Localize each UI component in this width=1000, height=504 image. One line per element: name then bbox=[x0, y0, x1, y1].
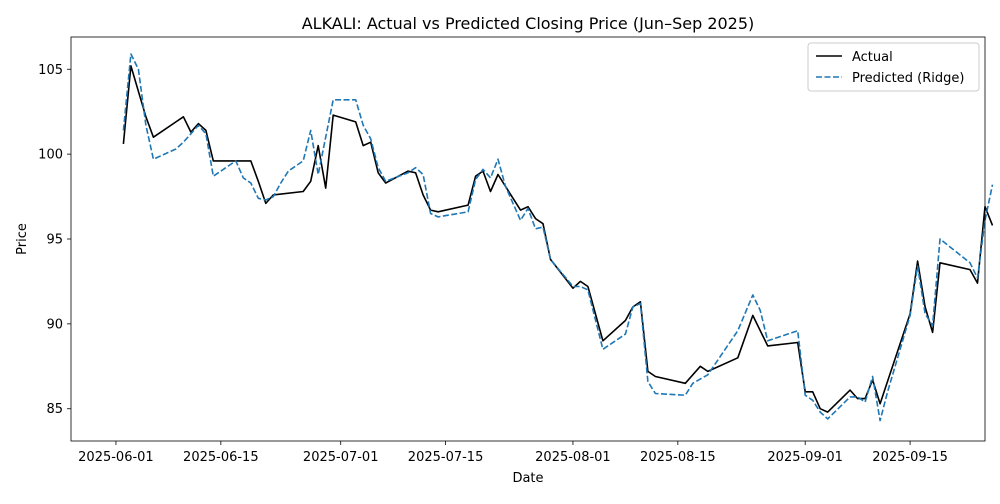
legend-box bbox=[807, 42, 980, 92]
y-tick-label: 90 bbox=[46, 317, 63, 332]
x-axis: 2025-06-01 2025-06-15 2025-07-01 2025-07-15… bbox=[78, 441, 948, 465]
chart-title: ALKALI: Actual vs Predicted Closing Pric… bbox=[302, 14, 755, 33]
y-axis: 85 90 95 100 105 bbox=[38, 63, 71, 417]
x-tick-label: 2025-07-15 bbox=[408, 450, 484, 465]
x-tick-label: 2025-08-01 bbox=[535, 450, 611, 465]
x-tick-label: 2025-07-01 bbox=[303, 450, 379, 465]
x-tick-label: 2025-09-01 bbox=[767, 450, 843, 465]
y-tick-label: 95 bbox=[46, 233, 63, 248]
x-axis-label: Date bbox=[512, 471, 543, 486]
y-tick-label: 85 bbox=[46, 402, 63, 417]
series-line-predicted-ridge bbox=[122, 53, 994, 422]
y-tick-label: 105 bbox=[38, 63, 63, 78]
legend-label-actual: Actual bbox=[852, 50, 893, 65]
y-tick-label: 100 bbox=[38, 148, 63, 163]
y-axis-label: Price bbox=[15, 223, 30, 255]
x-tick-label: 2025-08-15 bbox=[640, 450, 716, 465]
x-tick-label: 2025-06-15 bbox=[183, 450, 259, 465]
x-tick-label: 2025-09-15 bbox=[872, 450, 948, 465]
x-tick-label: 2025-06-01 bbox=[78, 450, 154, 465]
series-layer bbox=[122, 53, 994, 422]
legend-label-predicted: Predicted (Ridge) bbox=[852, 71, 964, 86]
legend: Actual Predicted (Ridge) bbox=[807, 42, 980, 92]
series-line-actual bbox=[122, 65, 994, 413]
